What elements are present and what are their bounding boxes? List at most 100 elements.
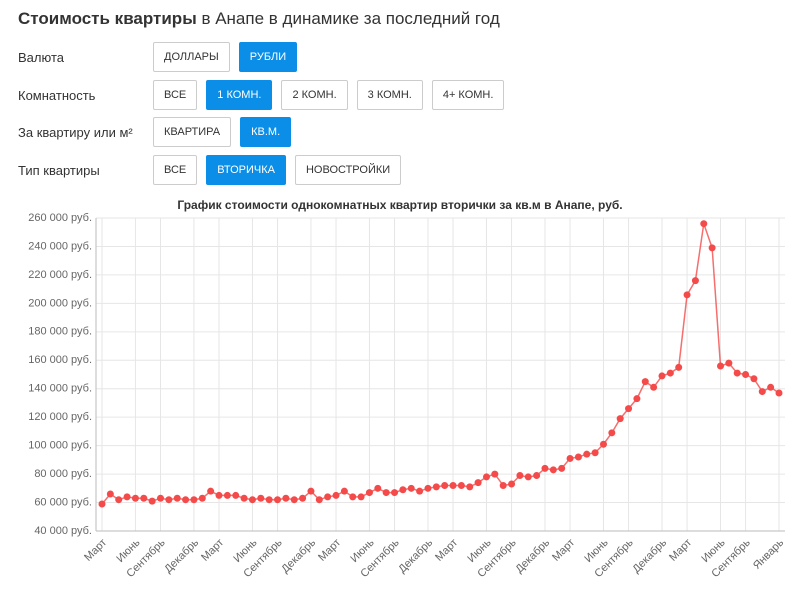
point — [474, 479, 482, 487]
filter-button[interactable]: РУБЛИ — [238, 42, 298, 72]
y-tick-label: 220 000 руб. — [28, 269, 92, 281]
point — [382, 489, 390, 497]
point — [650, 383, 658, 391]
point — [240, 494, 248, 502]
filter-button[interactable]: 4+ КОМН. — [431, 80, 505, 110]
y-tick-label: 140 000 руб. — [28, 383, 92, 395]
filter-label: Комнатность — [18, 87, 96, 103]
x-tick-label: Март — [550, 537, 577, 564]
point — [608, 429, 616, 437]
filter-button[interactable]: 2 КОМН. — [281, 80, 348, 110]
y-tick-label: 240 000 руб. — [28, 240, 92, 252]
point — [508, 480, 516, 488]
filter-button[interactable]: ВСЕ — [153, 80, 198, 110]
x-tick-label: Декабрь — [162, 537, 201, 576]
point — [466, 483, 474, 491]
filter-row: Комнатность ВСЕ 1 КОМН. 2 КОМН. 3 КОМН. 4+ КО… — [18, 80, 513, 110]
x-tick-label: Март — [199, 537, 226, 564]
y-tick-label: 160 000 руб. — [28, 354, 92, 366]
point — [675, 363, 683, 371]
title-bold: Стоимость квартиры — [18, 9, 197, 28]
y-tick-label: 40 000 руб. — [34, 525, 92, 537]
point — [742, 371, 750, 378]
y-tick-label: 200 000 руб. — [28, 297, 92, 309]
point — [482, 473, 490, 481]
y-tick-label: 180 000 руб. — [28, 326, 92, 338]
point — [566, 454, 574, 462]
point — [131, 494, 139, 502]
page-title: Стоимость квартиры в Анапе в динамике за… — [18, 9, 500, 29]
point — [374, 484, 382, 492]
point — [148, 497, 156, 505]
point — [574, 453, 582, 461]
x-tick-label: Январь — [751, 537, 786, 572]
x-tick-label: Декабрь — [279, 537, 318, 576]
point — [391, 489, 399, 497]
point — [533, 472, 541, 480]
x-tick-label: Декабрь — [396, 537, 435, 576]
point — [349, 493, 357, 501]
filter-button[interactable]: 3 КОМН. — [356, 80, 423, 110]
point — [365, 489, 373, 497]
point — [499, 481, 507, 489]
point — [616, 415, 624, 423]
point — [599, 440, 607, 448]
point — [725, 359, 733, 367]
point — [441, 481, 449, 489]
filter-button[interactable]: КВАРТИРА — [153, 117, 232, 147]
y-tick-label: 260 000 руб. — [28, 212, 92, 224]
filter-label: Тип квартиры — [18, 162, 100, 178]
filter-button[interactable]: НОВОСТРОЙКИ — [294, 155, 402, 185]
point — [691, 277, 699, 285]
filter-button[interactable]: ДОЛЛАРЫ — [153, 42, 230, 72]
x-tick-label: Март — [82, 537, 109, 564]
filter-row: Валюта ДОЛЛАРЫ РУБЛИ — [18, 42, 306, 72]
point — [315, 496, 323, 504]
point — [641, 378, 649, 386]
filter-button[interactable]: ВСЕ — [153, 155, 198, 185]
point — [340, 487, 348, 495]
point — [106, 490, 114, 498]
point — [157, 494, 165, 502]
filter-button[interactable]: 1 КОМН. — [206, 80, 273, 110]
point — [516, 472, 524, 480]
point — [708, 244, 716, 252]
point — [198, 494, 206, 502]
point — [190, 496, 198, 504]
point — [265, 496, 273, 504]
point — [332, 491, 340, 499]
point — [173, 494, 181, 502]
point — [182, 496, 190, 504]
point — [583, 450, 591, 458]
point — [232, 491, 240, 499]
point — [307, 487, 315, 495]
chart-title: График стоимости однокомнатных квартир в… — [177, 198, 622, 212]
chart: График стоимости однокомнатных квартир в… — [28, 198, 786, 580]
line — [101, 223, 780, 505]
point — [357, 493, 365, 501]
filter-row: За квартиру или м² КВАРТИРА КВ.М. — [18, 117, 300, 147]
point — [558, 464, 566, 472]
filter-button[interactable]: ВТОРИЧКА — [206, 155, 286, 185]
point — [683, 291, 691, 299]
filter-label: За квартиру или м² — [18, 124, 133, 140]
point — [733, 369, 741, 377]
x-tick-label: Март — [667, 537, 694, 564]
point — [716, 362, 724, 370]
point — [123, 493, 131, 501]
point — [416, 487, 424, 495]
filter-button[interactable]: КВ.М. — [240, 117, 292, 147]
point — [775, 389, 783, 397]
point — [633, 395, 641, 403]
point — [591, 449, 599, 457]
point — [549, 466, 557, 474]
filter-row: Тип квартиры ВСЕ ВТОРИЧКА НОВОСТРОЙКИ — [18, 155, 410, 185]
point — [98, 500, 106, 508]
point — [541, 464, 549, 472]
y-tick-label: 120 000 руб. — [28, 411, 92, 423]
x-tick-label: Март — [316, 537, 343, 564]
x-tick-label: Март — [433, 537, 460, 564]
point — [432, 483, 440, 491]
point — [290, 496, 298, 504]
